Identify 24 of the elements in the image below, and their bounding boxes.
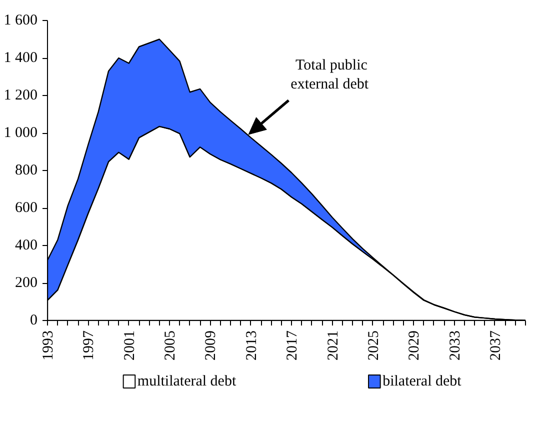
x-tick-label: 2013 (244, 330, 260, 360)
y-tick-label: 800 (15, 162, 38, 178)
legend-label: bilateral debt (382, 374, 462, 390)
y-tick-label: 200 (15, 275, 38, 291)
x-tick-label: 2029 (406, 330, 423, 360)
y-tick-label: 400 (15, 238, 38, 254)
y-tick-label: 1 200 (4, 88, 38, 104)
x-tick-label: 1997 (81, 330, 98, 360)
x-tick-label: 2001 (122, 330, 138, 360)
x-tick-label: 2005 (162, 330, 179, 360)
x-tick-label: 1993 (40, 330, 56, 360)
x-tick-label: 2037 (488, 330, 504, 360)
annotation: Total public external debt (290, 57, 370, 92)
y-tick-label: 1 600 (4, 12, 38, 28)
y-tick-label: 0 (30, 312, 38, 328)
x-tick-label: 2021 (325, 330, 342, 360)
legend-label: multilateral debt (137, 374, 237, 390)
x-tick-label: 2033 (447, 330, 464, 360)
y-tick-label: 1 000 (4, 125, 38, 141)
x-tick-label: 2009 (203, 330, 220, 360)
y-tick-label: 1 400 (4, 50, 38, 66)
x-tick-label: 2017 (284, 330, 301, 360)
y-tick-label: 600 (15, 200, 38, 216)
x-tick-label: 2025 (366, 330, 382, 360)
